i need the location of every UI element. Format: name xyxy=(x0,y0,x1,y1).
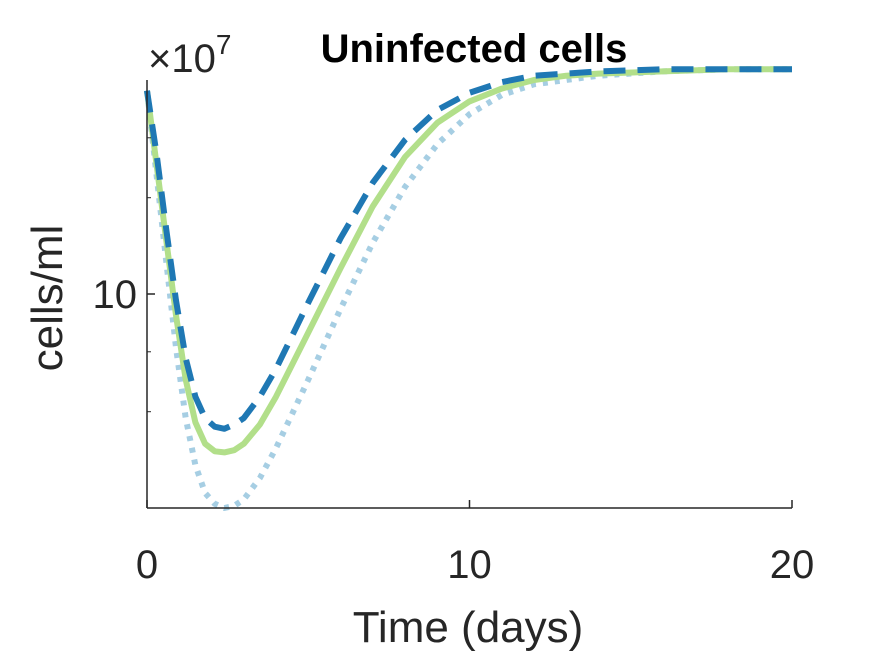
series-line-dashed xyxy=(144,66,792,432)
chart-title: Uninfected cells xyxy=(321,27,628,71)
x-axis-label: Time (days) xyxy=(353,603,584,652)
series-line-dotted xyxy=(144,66,792,511)
x-tick-label: 10 xyxy=(447,543,492,587)
ticks: 0 10 20 10 xyxy=(93,137,815,587)
x-tick-label: 0 xyxy=(136,543,158,587)
series-lines xyxy=(144,66,792,511)
y-exponent-power: 7 xyxy=(216,29,232,60)
series-line-solid xyxy=(144,66,792,456)
y-exponent-label: ×107 xyxy=(148,29,231,81)
y-tick-label: 10 xyxy=(93,273,138,317)
y-axis-label: cells/ml xyxy=(23,225,72,372)
x-tick-label: 20 xyxy=(770,543,815,587)
y-exponent-base: ×10 xyxy=(148,37,216,81)
